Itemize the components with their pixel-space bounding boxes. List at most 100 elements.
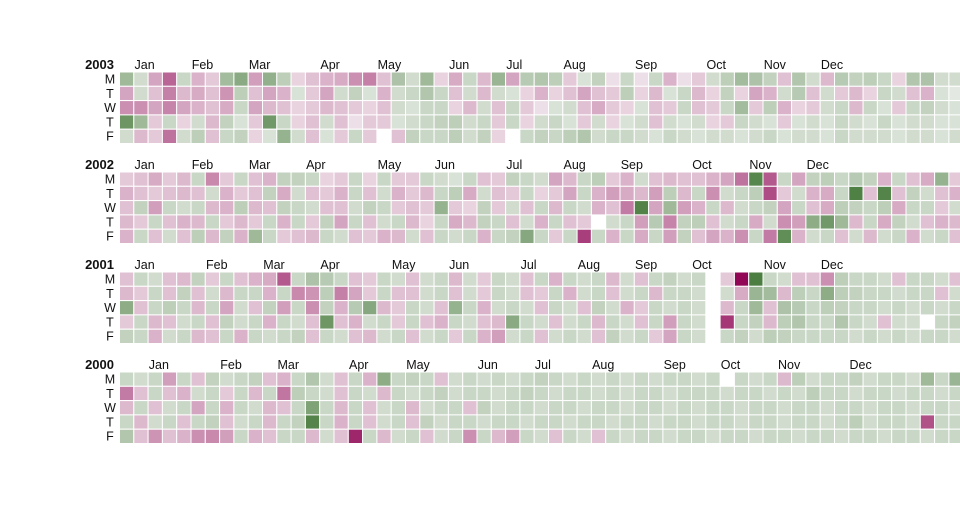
heatmap-cell <box>347 314 364 330</box>
heatmap-cell <box>662 171 678 187</box>
month-label: Nov <box>778 358 801 372</box>
heatmap-cell <box>919 171 936 187</box>
heatmap-cell <box>548 200 564 216</box>
heatmap-cell <box>319 371 335 387</box>
heatmap-cell <box>776 271 793 287</box>
heatmap-cell <box>676 385 693 402</box>
heatmap-cell <box>519 100 535 116</box>
heatmap-cell <box>161 200 178 216</box>
heatmap-cell <box>405 71 421 87</box>
heatmap-cell <box>247 328 263 345</box>
heatmap-cell <box>447 228 464 244</box>
heatmap-cell <box>347 328 364 345</box>
heatmap-cell <box>247 200 263 216</box>
heatmap-cell <box>662 100 678 116</box>
heatmap-cell <box>776 214 793 230</box>
heatmap-cell <box>476 400 492 416</box>
heatmap-cell <box>476 285 492 302</box>
heatmap-cell <box>376 285 392 302</box>
heatmap-cell <box>362 400 378 416</box>
heatmap-cell <box>376 185 392 202</box>
heatmap-cell <box>290 71 306 87</box>
heatmap-cell <box>362 285 378 302</box>
heatmap-cell <box>190 228 206 244</box>
heatmap-cell <box>691 128 707 144</box>
heatmap-cell <box>819 85 836 102</box>
heatmap-cell <box>176 85 192 102</box>
heatmap-cell <box>905 371 921 387</box>
heatmap-cell <box>519 85 535 102</box>
heatmap-cell <box>433 314 449 330</box>
month-label: Jul <box>506 158 522 172</box>
heatmap-cell <box>447 300 464 316</box>
heatmap-cell <box>834 314 850 330</box>
heatmap-cell <box>619 428 635 445</box>
heatmap-cell <box>376 200 392 216</box>
heatmap-cell <box>805 228 821 244</box>
heatmap-cell <box>190 285 206 302</box>
heatmap-cell <box>776 300 793 316</box>
heatmap-cell <box>190 171 206 187</box>
month-label: Mar <box>278 358 300 372</box>
heatmap-cell <box>605 114 621 130</box>
heatmap-cell <box>676 271 693 287</box>
heatmap-cell <box>447 114 464 130</box>
heatmap-cell <box>405 314 421 330</box>
heatmap-cell <box>390 428 407 445</box>
heatmap-cell <box>819 171 836 187</box>
heatmap-cell <box>676 400 693 416</box>
heatmap-cell <box>862 185 878 202</box>
heatmap-cell <box>805 428 821 445</box>
heatmap-cell <box>405 414 421 430</box>
heatmap-cell <box>676 185 693 202</box>
heatmap-cell <box>505 71 521 87</box>
heatmap-cell <box>347 228 364 244</box>
heatmap-cell <box>705 185 721 202</box>
weekday-label: W <box>104 201 116 215</box>
weekday-label: T <box>106 387 114 401</box>
heatmap-cell <box>791 428 807 445</box>
heatmap-cell <box>590 314 607 330</box>
heatmap-cell <box>848 285 864 302</box>
heatmap-cell <box>304 185 321 202</box>
heatmap-cell <box>147 185 163 202</box>
heatmap-cell <box>691 371 707 387</box>
month-label: Jul <box>535 358 551 372</box>
heatmap-cell <box>433 200 449 216</box>
heatmap-cell <box>519 200 535 216</box>
heatmap-cell <box>876 114 893 130</box>
heatmap-cell <box>848 214 864 230</box>
month-label: Dec <box>807 158 829 172</box>
heatmap-cell <box>562 100 578 116</box>
heatmap-cell <box>834 128 850 144</box>
heatmap-cell <box>691 114 707 130</box>
heatmap-cell <box>433 328 449 345</box>
heatmap-cell <box>533 200 550 216</box>
heatmap-cell <box>247 228 263 244</box>
heatmap-cell <box>762 171 778 187</box>
heatmap-cell <box>505 314 521 330</box>
heatmap-cell <box>948 285 960 302</box>
heatmap-cell <box>762 114 778 130</box>
heatmap-cell <box>190 71 206 87</box>
heatmap-cell <box>276 71 292 87</box>
heatmap-cell <box>705 400 721 416</box>
heatmap-cell <box>876 271 893 287</box>
heatmap-cell <box>605 400 621 416</box>
heatmap-cell <box>862 285 878 302</box>
heatmap-cell <box>219 114 235 130</box>
heatmap-cell <box>347 128 364 144</box>
heatmap-cell <box>633 371 650 387</box>
heatmap-cell <box>562 414 578 430</box>
heatmap-cell <box>219 428 235 445</box>
heatmap-cell <box>476 171 492 187</box>
heatmap-cell <box>948 314 960 330</box>
heatmap-cell <box>533 114 550 130</box>
heatmap-cell <box>576 114 592 130</box>
heatmap-cell <box>934 314 950 330</box>
heatmap-cell <box>376 328 392 345</box>
heatmap-cell <box>119 228 135 244</box>
heatmap-cell <box>633 271 650 287</box>
heatmap-cell <box>876 428 893 445</box>
heatmap-cell <box>748 185 764 202</box>
